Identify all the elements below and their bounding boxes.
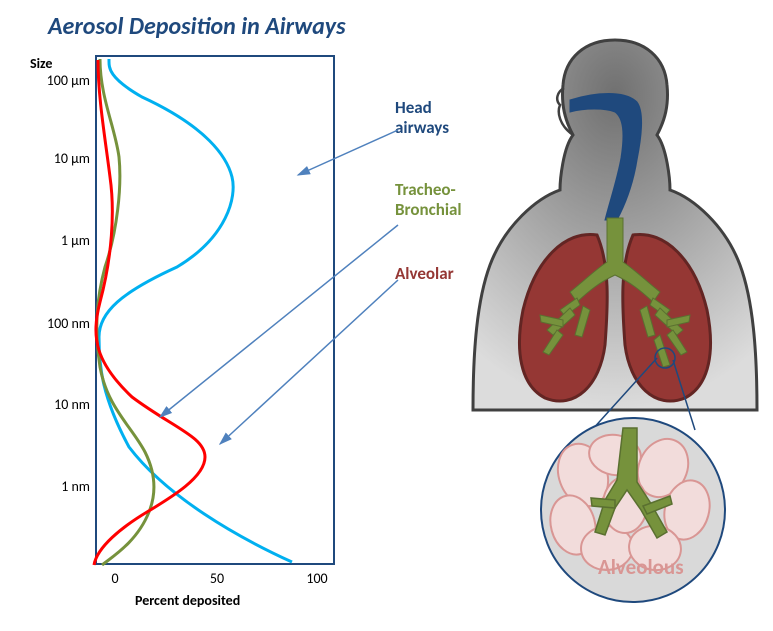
series-label-head-airways: Headairways [395, 98, 449, 137]
x-axis-title: Percent deposited [135, 592, 240, 609]
anatomy-illustration [465, 30, 765, 620]
series-head-airways [99, 59, 292, 562]
x-tick: 0 [95, 570, 135, 587]
y-tick: 100 µm [20, 72, 90, 89]
y-tick: 10 µm [20, 150, 90, 167]
alveolous-label: Alveolous [598, 554, 684, 580]
y-tick: 1 nm [20, 478, 90, 495]
chart-svg [97, 57, 337, 567]
y-tick: 100 nm [20, 315, 90, 332]
x-tick: 100 [297, 570, 337, 587]
series-label-tracheo-bronchial: Tracheo-Bronchial [395, 180, 462, 219]
series-label-alveolar: Alveolar [395, 264, 454, 284]
page-title: Aerosol Deposition in Airways [48, 12, 346, 41]
y-tick: 1 µm [20, 232, 90, 249]
x-tick: 50 [197, 570, 237, 587]
y-tick: 10 nm [20, 396, 90, 413]
chart-plot-area [95, 55, 335, 565]
series-alveolar [94, 60, 205, 565]
y-axis-title: Size [30, 55, 52, 72]
